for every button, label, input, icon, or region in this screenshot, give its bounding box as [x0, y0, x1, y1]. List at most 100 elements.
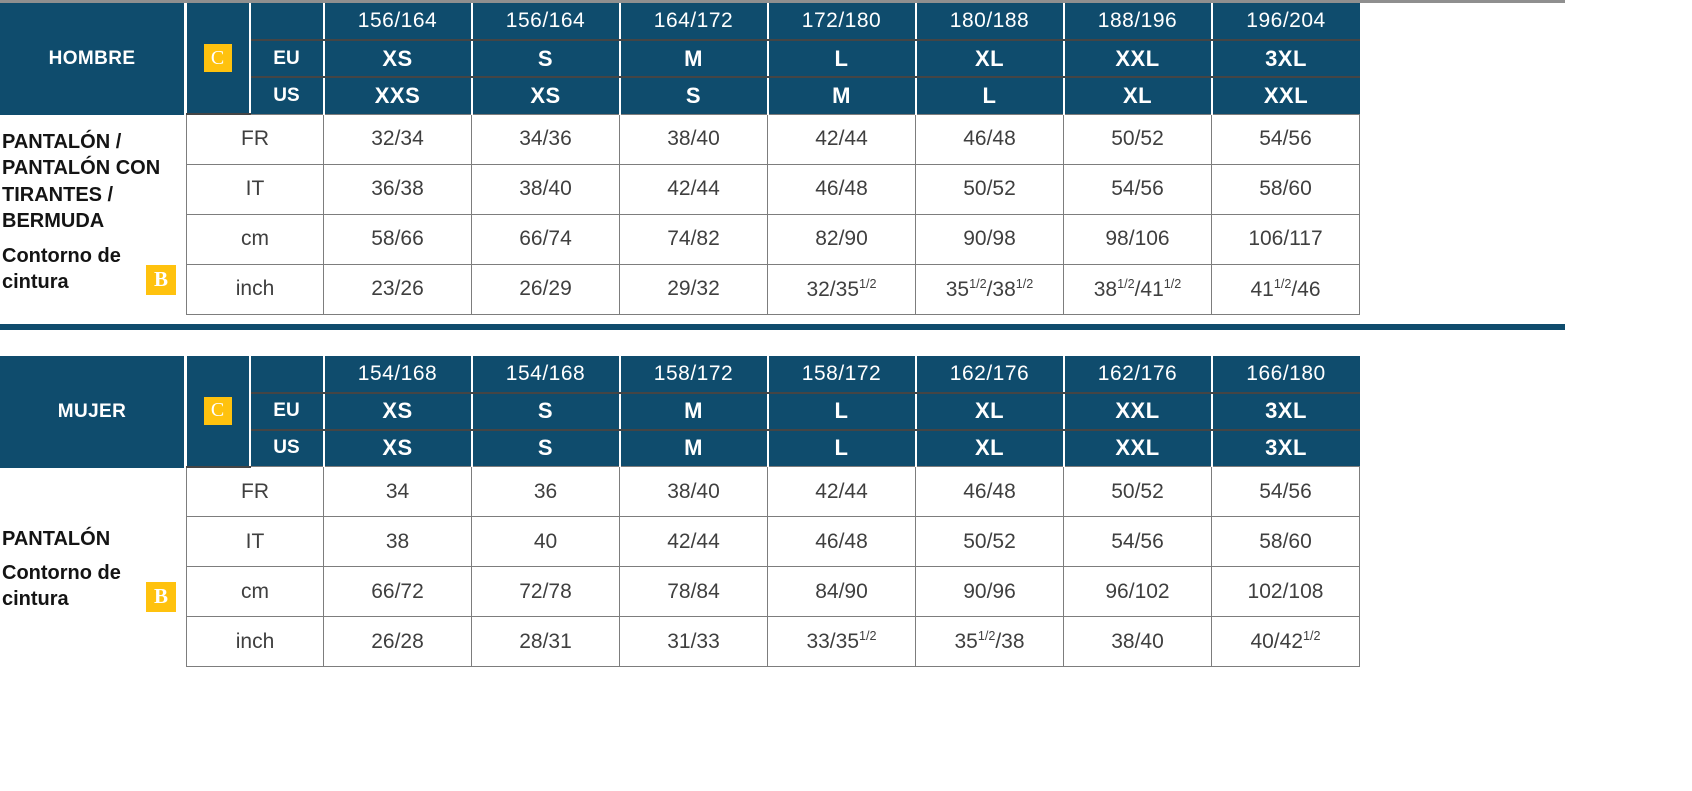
it-value-cell: 38/40 [471, 163, 620, 215]
cm-value-cell: 82/90 [767, 213, 916, 265]
it-value-cell: 58/60 [1211, 163, 1360, 215]
cm-value-cell: 66/72 [323, 566, 472, 617]
fr-value-cell: 38/40 [619, 466, 768, 517]
waist-measure-badge: B [146, 264, 176, 295]
eu-size-cell: L [767, 40, 917, 78]
fr-value-cell: 32/34 [323, 113, 472, 165]
height-range-cell: 166/180 [1211, 355, 1360, 394]
half-fraction: 1/2 [1273, 276, 1292, 291]
measure-point-cell: C [186, 3, 251, 115]
inch-value-cell: 26/28 [323, 616, 472, 667]
hombre-height-row: C 156/164 156/164 164/172 172/180 180/188 188… [186, 3, 1360, 115]
mujer-inch-row: inch 26/28 28/31 31/33 33/351/2 351/2/38 38/4… [186, 616, 1360, 667]
height-range-cell: 180/188 [915, 3, 1065, 41]
us-size-cell: XXL [1063, 429, 1213, 467]
half-fraction: 1/2 [1303, 629, 1321, 643]
chest-measure-badge: C [203, 44, 232, 72]
hombre-product-label: PANTALÓN / PANTALÓN CON TIRANTES / BERMU… [2, 131, 161, 233]
fr-value-cell: 46/48 [915, 466, 1064, 517]
row-label-inch: inch [186, 263, 324, 315]
eu-size-cell: XS [323, 40, 473, 78]
mujer-product-label: PANTALÓN [2, 527, 111, 550]
us-size-cell: L [915, 77, 1065, 114]
header-spacer-cell [249, 355, 325, 394]
cm-value-cell: 72/78 [471, 566, 620, 617]
row-label-it: IT [186, 163, 324, 215]
row-label-fr: FR [186, 466, 324, 517]
half-fraction: 1/2 [1163, 276, 1182, 291]
mujer-measure-label-row: Contorno de cintura B [2, 560, 184, 612]
us-size-cell: L [767, 429, 917, 467]
inch-value-cell: 33/351/2 [767, 616, 916, 667]
inch-value-cell: 26/29 [471, 263, 620, 315]
mujer-left-column: MUJER PANTALÓN Contorno de cintura B [0, 355, 184, 612]
fr-value-cell: 50/52 [1063, 466, 1212, 517]
cm-value-cell: 78/84 [619, 566, 768, 617]
it-value-cell: 36/38 [323, 163, 472, 215]
hombre-product-labels: PANTALÓN / PANTALÓN CON TIRANTES / BERMU… [0, 115, 184, 295]
row-label-fr: FR [186, 113, 324, 165]
fr-value-cell: 46/48 [915, 113, 1064, 165]
us-label-cell: US [249, 77, 325, 114]
us-size-cell: S [619, 77, 769, 114]
hombre-inch-row: inch 23/26 26/29 29/32 32/351/2 351/2/381/2 3… [186, 263, 1360, 315]
cm-value-cell: 58/66 [323, 213, 472, 265]
inch-value-cell: 381/2/411/2 [1063, 263, 1212, 315]
it-value-cell: 42/44 [619, 516, 768, 567]
eu-size-cell: S [471, 40, 621, 78]
eu-size-cell: XL [915, 392, 1065, 431]
height-range-cell: 162/176 [1063, 355, 1213, 394]
inch-value-cell: 38/40 [1063, 616, 1212, 667]
hombre-measure-label-row: Contorno de cintura B [2, 243, 184, 295]
us-size-cell: XXS [323, 77, 473, 114]
eu-size-cell: 3XL [1211, 392, 1360, 431]
inch-value-cell: 32/351/2 [767, 263, 916, 315]
us-label-cell: US [249, 429, 325, 467]
eu-size-cell: S [471, 392, 621, 431]
row-label-inch: inch [186, 616, 324, 667]
cm-value-cell: 90/96 [915, 566, 1064, 617]
eu-size-cell: XXL [1063, 392, 1213, 431]
us-size-cell: M [767, 77, 917, 114]
mujer-height-row: C 154/168 154/168 158/172 158/172 162/176 162… [186, 355, 1360, 468]
cm-value-cell: 90/98 [915, 213, 1064, 265]
cm-value-cell: 98/106 [1063, 213, 1212, 265]
inch-value-cell: 411/2/46 [1211, 263, 1360, 315]
cm-value-cell: 66/74 [471, 213, 620, 265]
height-range-cell: 162/176 [915, 355, 1065, 394]
mujer-group-title: MUJER [0, 355, 184, 468]
fr-value-cell: 34/36 [471, 113, 620, 165]
measure-point-cell: C [186, 355, 251, 468]
fr-value-cell: 36 [471, 466, 620, 517]
half-fraction: 1/2 [859, 276, 877, 291]
inch-value-cell: 23/26 [323, 263, 472, 315]
half-fraction: 1/2 [1117, 276, 1135, 291]
eu-label-cell: EU [249, 392, 325, 431]
it-value-cell: 54/56 [1063, 163, 1212, 215]
table-separator-rule [0, 323, 1565, 330]
height-range-cell: 158/172 [619, 355, 769, 394]
height-range-cell: 196/204 [1211, 3, 1360, 41]
cm-value-cell: 102/108 [1211, 566, 1360, 617]
fr-value-cell: 54/56 [1211, 113, 1360, 165]
half-fraction: 1/2 [1015, 276, 1034, 291]
height-range-cell: 188/196 [1063, 3, 1213, 41]
eu-size-cell: XXL [1063, 40, 1213, 78]
eu-size-cell: L [767, 392, 917, 431]
hombre-fr-row: FR 32/34 34/36 38/40 42/44 46/48 50/52 54/56 [186, 113, 1360, 165]
fr-value-cell: 42/44 [767, 113, 916, 165]
half-fraction: 1/2 [859, 629, 877, 643]
us-size-cell: XL [915, 429, 1065, 467]
hombre-size-grid: C 156/164 156/164 164/172 172/180 180/188 188… [186, 3, 1360, 315]
half-fraction: 1/2 [977, 629, 996, 643]
it-value-cell: 50/52 [915, 163, 1064, 215]
it-value-cell: 42/44 [619, 163, 768, 215]
mujer-size-chart: MUJER PANTALÓN Contorno de cintura B C 1… [0, 355, 1692, 667]
chest-measure-badge: C [203, 396, 232, 425]
hombre-it-row: IT 36/38 38/40 42/44 46/48 50/52 54/56 58/60 [186, 163, 1360, 215]
row-label-cm: cm [186, 566, 324, 617]
fr-value-cell: 34 [323, 466, 472, 517]
hombre-eu-row: EU XS S M L XL XXL 3XL [187, 40, 1360, 78]
height-range-cell: 164/172 [619, 3, 769, 41]
